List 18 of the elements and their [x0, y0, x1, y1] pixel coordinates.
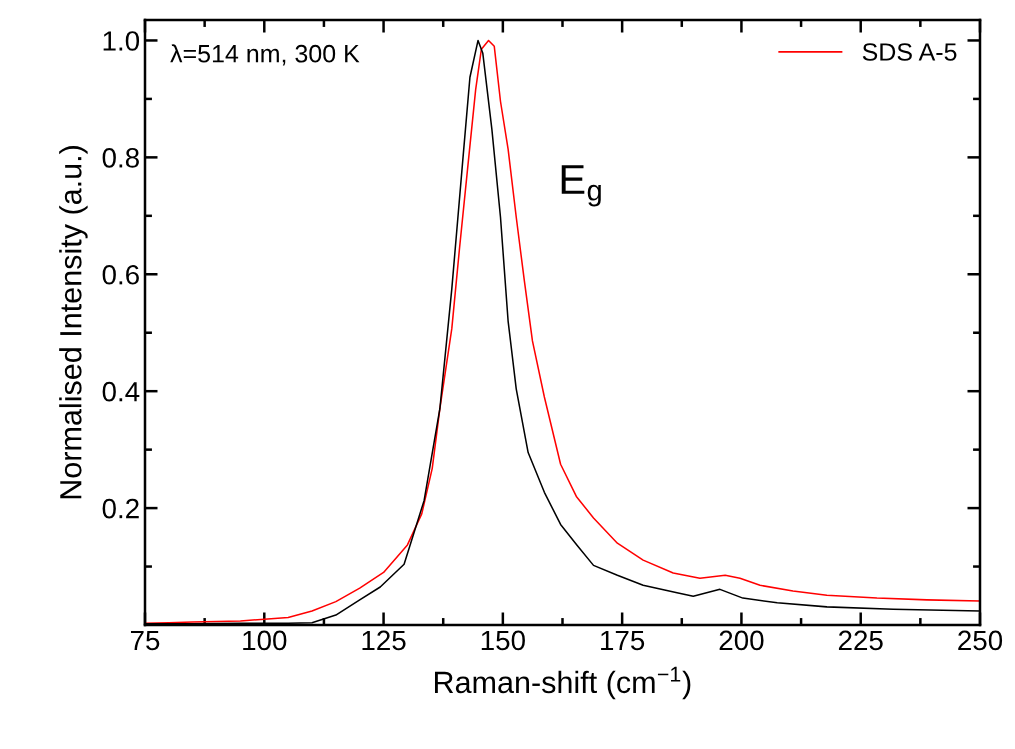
y-tick-label: 0.2 [102, 498, 139, 519]
y-tick-label: 1.0 [103, 31, 140, 51]
y-tick-label: 0.4 [102, 381, 140, 402]
y-axis-title: Normalised Intensity (a.u.) [59, 146, 88, 499]
annotation: E$_{g}$ [561, 165, 601, 207]
legend-label: SDS A-5 [862, 43, 957, 61]
x-tick-label: 100 [243, 630, 287, 651]
x-axis-title: Raman-shift (cm$^{−1}$) [434, 666, 691, 700]
x-tick-label: 200 [719, 630, 764, 651]
y-tick-label: 0.8 [102, 148, 139, 168]
x-tick-label: 75 [130, 630, 160, 651]
x-tick-label: 175 [601, 630, 645, 651]
x-tick-label: 125 [362, 630, 406, 651]
y-tick-label: 0.6 [102, 264, 139, 285]
x-tick-label: 150 [481, 630, 525, 651]
x-tick-label: 225 [838, 630, 883, 651]
annotation: λ=514 nm, 300 K [170, 44, 360, 66]
x-tick-label: 250 [958, 630, 1003, 651]
